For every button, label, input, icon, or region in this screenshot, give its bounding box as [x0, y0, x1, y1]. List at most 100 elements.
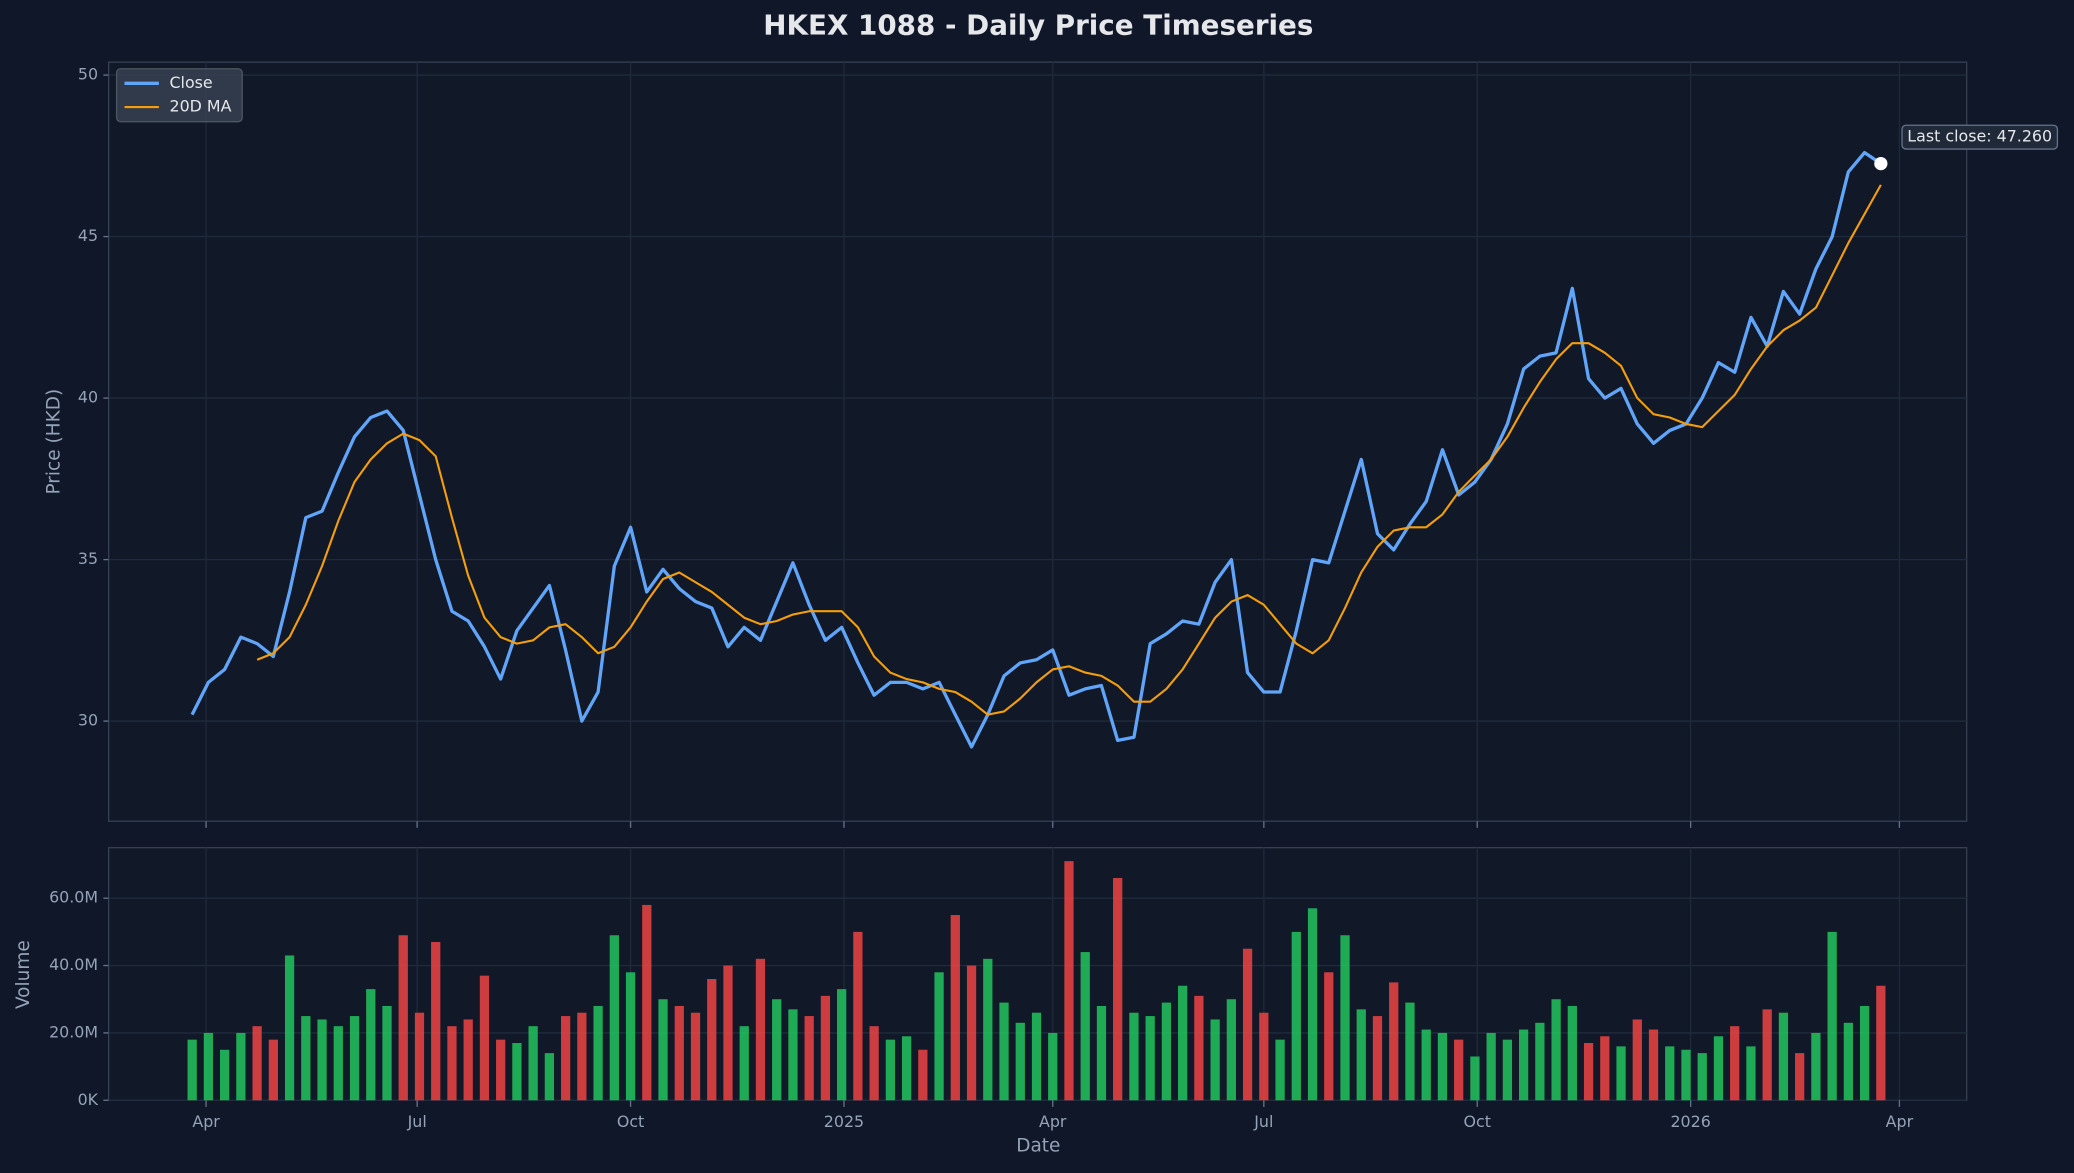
volume-bar — [1194, 995, 1204, 1101]
volume-bar — [1665, 1046, 1675, 1101]
volume-bar — [1421, 1029, 1431, 1101]
volume-bar — [950, 915, 960, 1101]
volume-bar — [1876, 985, 1886, 1101]
volume-bar — [1129, 1012, 1139, 1101]
volume-bar — [366, 989, 376, 1101]
y-tick-label: 45 — [78, 226, 98, 245]
volume-bar — [1843, 1022, 1853, 1101]
volume-bar — [1454, 1039, 1464, 1101]
volume-bar — [1518, 1029, 1529, 1101]
chart-title: HKEX 1088 - Daily Price Timeseries — [763, 8, 1313, 41]
volume-bar — [496, 1039, 506, 1101]
volume-bar — [918, 1049, 928, 1101]
x-tick-label: Oct — [617, 1112, 644, 1131]
volume-bar — [739, 1026, 749, 1101]
volume-bar — [1795, 1053, 1805, 1101]
volume-bar — [1713, 1036, 1724, 1101]
volume-bar — [869, 1026, 879, 1101]
y-tick-label: 20.0M — [49, 1022, 98, 1041]
volume-bar — [1486, 1032, 1496, 1101]
y-tick-label: 0K — [78, 1090, 99, 1109]
y-tick-label: 30 — [78, 711, 98, 730]
volume-bar — [1437, 1032, 1448, 1101]
volume-bar — [1048, 1032, 1058, 1101]
volume-bar — [1535, 1022, 1545, 1101]
volume-bar — [772, 999, 782, 1101]
volume-bar — [414, 1012, 425, 1101]
y-tick-label: 50 — [78, 65, 98, 84]
volume-bar — [1502, 1039, 1513, 1101]
volume-bar — [1632, 1019, 1642, 1101]
volume-bar — [1242, 948, 1253, 1101]
volume-bar — [1405, 1002, 1415, 1101]
volume-bar — [690, 1012, 701, 1101]
x-tick-label: Jul — [407, 1112, 427, 1131]
volume-bar — [1681, 1049, 1691, 1101]
volume-bar — [284, 955, 295, 1101]
y-tick-label: 40.0M — [49, 955, 98, 974]
volume-bar — [1113, 877, 1123, 1101]
volume-bar — [333, 1026, 343, 1101]
volume-bar — [1551, 999, 1561, 1101]
volume-bar — [317, 1019, 327, 1101]
x-tick-label: 2025 — [824, 1112, 864, 1131]
legend: Close 20D MA — [115, 68, 243, 123]
volume-bar — [934, 972, 944, 1101]
volume-bar — [1356, 1009, 1366, 1101]
volume-bar — [837, 989, 847, 1101]
volume-bar — [1746, 1046, 1756, 1101]
volume-bar — [755, 958, 766, 1101]
volume-bar — [1583, 1043, 1594, 1101]
volume-bar — [1161, 1002, 1172, 1101]
volume-bar — [788, 1009, 798, 1101]
annotation-text: Last close: 47.260 — [1907, 127, 2052, 146]
volume-bar — [1080, 952, 1090, 1101]
y-axis-label: Price (HKD) — [43, 389, 64, 495]
volume-bar — [1096, 1005, 1107, 1101]
volume-bar — [674, 1005, 684, 1101]
x-tick-label: 2026 — [1670, 1112, 1710, 1131]
volume-bar — [1145, 1016, 1155, 1101]
volume-bar — [999, 1002, 1009, 1101]
volume-bar — [1600, 1036, 1610, 1101]
volume-bar — [1372, 1016, 1383, 1101]
volume-bar — [901, 1036, 912, 1101]
x-axis-label: Date — [1016, 1136, 1060, 1157]
volume-bar — [1064, 861, 1074, 1101]
volume-bar — [983, 958, 993, 1101]
y-axis-label: Volume — [13, 940, 34, 1009]
y-tick-label: 35 — [78, 549, 98, 568]
volume-bar — [853, 931, 863, 1101]
y-tick-label: 60.0M — [49, 888, 98, 907]
volume-bar — [528, 1026, 538, 1101]
volume-bar — [593, 1005, 603, 1101]
volume-bar — [1226, 999, 1236, 1101]
legend-label: 20D MA — [169, 97, 231, 116]
volume-bar — [1762, 1009, 1772, 1101]
volume-bar — [268, 1039, 278, 1101]
volume-bar — [1015, 1022, 1025, 1101]
x-tick-label: Apr — [1886, 1112, 1914, 1131]
volume-bar — [1178, 985, 1188, 1101]
line-series — [190, 150, 1882, 749]
volume-bar — [1859, 1005, 1870, 1101]
volume-bar — [1031, 1012, 1042, 1101]
annotation-box — [1901, 124, 2059, 150]
volume-bar — [203, 1032, 214, 1101]
x-tick-label: Oct — [1464, 1112, 1491, 1131]
volume-bar — [577, 1012, 587, 1101]
volume-bar — [1275, 1039, 1285, 1101]
volume-bar — [398, 935, 408, 1101]
volume-bar — [885, 1039, 895, 1101]
volume-bar — [1340, 935, 1350, 1101]
volume-bar — [236, 1032, 246, 1101]
volume-bar — [1730, 1026, 1740, 1101]
y-tick-label: 40 — [78, 388, 98, 407]
annotation: Last close: 47.260 — [1901, 124, 2059, 150]
x-tick-label: Apr — [192, 1112, 220, 1131]
volume-bar — [382, 1005, 392, 1101]
volume-bar — [1470, 1056, 1480, 1101]
volume-bar — [1324, 972, 1334, 1101]
volume-bar — [1291, 931, 1301, 1101]
